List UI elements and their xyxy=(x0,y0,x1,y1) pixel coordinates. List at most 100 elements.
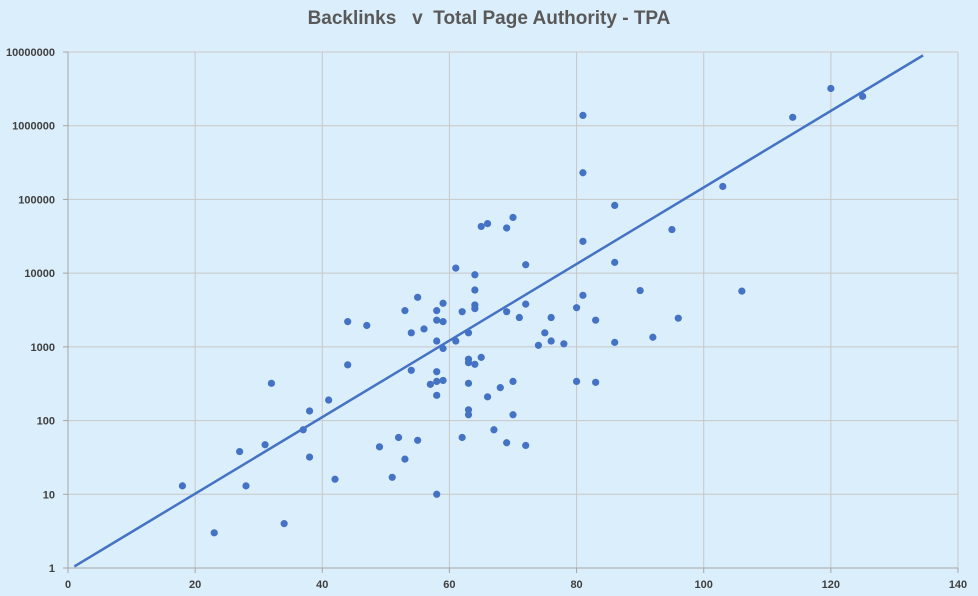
data-point xyxy=(433,490,441,498)
data-point xyxy=(407,329,415,337)
x-tick-label: 120 xyxy=(822,579,840,591)
data-point xyxy=(592,378,600,386)
data-point xyxy=(433,377,441,385)
x-tick-label: 0 xyxy=(65,579,71,591)
data-point xyxy=(572,377,581,385)
data-point xyxy=(719,182,727,191)
data-point xyxy=(668,225,676,234)
data-point xyxy=(738,287,746,295)
data-point xyxy=(458,433,466,442)
data-point xyxy=(503,308,511,316)
x-tick-label: 40 xyxy=(316,579,328,591)
y-tick-labels: 1 10 100 1000 10000 100000 1000000 10000000 xyxy=(6,47,55,575)
data-point xyxy=(344,361,352,369)
data-point xyxy=(464,379,473,387)
data-point xyxy=(439,299,447,307)
y-tick-label: 10000 xyxy=(24,268,55,280)
data-point xyxy=(363,321,371,330)
x-tick-label: 60 xyxy=(443,579,455,591)
data-point xyxy=(267,379,276,387)
data-point xyxy=(325,396,333,404)
axes xyxy=(63,51,959,573)
data-point xyxy=(471,360,479,368)
data-point xyxy=(375,443,384,451)
y-tick-label: 1 xyxy=(49,563,55,575)
data-point xyxy=(579,111,587,120)
data-point xyxy=(394,433,403,442)
data-point xyxy=(331,475,339,483)
data-point xyxy=(439,318,447,326)
x-tick-label: 20 xyxy=(189,579,201,591)
data-point xyxy=(490,426,498,434)
data-point xyxy=(439,344,447,353)
data-point xyxy=(483,219,492,228)
data-point xyxy=(509,411,517,419)
data-point xyxy=(572,304,581,312)
data-point xyxy=(509,377,517,385)
data-point xyxy=(464,329,473,337)
data-point xyxy=(471,286,479,294)
data-point xyxy=(433,368,441,376)
data-point xyxy=(541,329,549,337)
data-point xyxy=(236,447,244,456)
data-point xyxy=(515,313,523,322)
data-point xyxy=(611,201,619,209)
data-point xyxy=(674,314,682,322)
data-point xyxy=(178,482,187,490)
data-point xyxy=(522,441,530,450)
data-point xyxy=(433,391,441,399)
trendline xyxy=(73,54,924,568)
data-point xyxy=(464,359,473,367)
data-point xyxy=(458,308,466,316)
data-point xyxy=(579,237,587,245)
data-point xyxy=(452,337,460,345)
y-tick-label: 100000 xyxy=(18,194,55,206)
data-point xyxy=(503,224,511,232)
x-tick-label: 100 xyxy=(695,579,713,591)
data-point xyxy=(344,318,352,326)
data-point xyxy=(592,316,600,324)
data-point xyxy=(433,337,441,345)
data-point xyxy=(414,436,422,444)
x-tick-label: 80 xyxy=(570,579,582,591)
data-point xyxy=(496,384,504,392)
x-tick-label: 140 xyxy=(949,579,967,591)
y-tick-label: 1000000 xyxy=(12,121,55,133)
y-tick-label: 10 xyxy=(43,489,55,501)
data-point xyxy=(401,455,409,463)
data-point xyxy=(305,407,314,415)
data-point xyxy=(452,264,460,272)
data-point xyxy=(407,366,415,374)
data-point xyxy=(509,213,517,222)
data-point xyxy=(464,411,473,419)
data-point xyxy=(534,341,543,349)
data-point xyxy=(477,222,485,231)
data-point xyxy=(242,482,250,490)
chart-title: Backlinks v Total Page Authority - TPA xyxy=(308,8,671,29)
data-point xyxy=(433,307,441,315)
data-point xyxy=(280,520,288,528)
data-point xyxy=(503,439,511,447)
data-point xyxy=(433,316,441,324)
data-point xyxy=(471,271,479,279)
data-point xyxy=(471,305,479,313)
data-point xyxy=(426,380,434,388)
data-point xyxy=(477,353,485,361)
data-point xyxy=(261,441,269,449)
data-point xyxy=(789,113,797,121)
data-point xyxy=(420,325,428,333)
data-point xyxy=(611,258,619,266)
data-point xyxy=(522,300,530,308)
data-point xyxy=(305,453,314,461)
data-points xyxy=(178,84,867,537)
data-point xyxy=(388,473,396,481)
data-point xyxy=(414,293,422,301)
data-point xyxy=(579,169,587,177)
data-point xyxy=(579,291,587,299)
y-tick-label: 100 xyxy=(37,416,55,428)
data-point xyxy=(636,286,644,295)
data-point xyxy=(827,84,835,93)
data-point xyxy=(401,307,409,315)
data-point xyxy=(439,376,447,385)
